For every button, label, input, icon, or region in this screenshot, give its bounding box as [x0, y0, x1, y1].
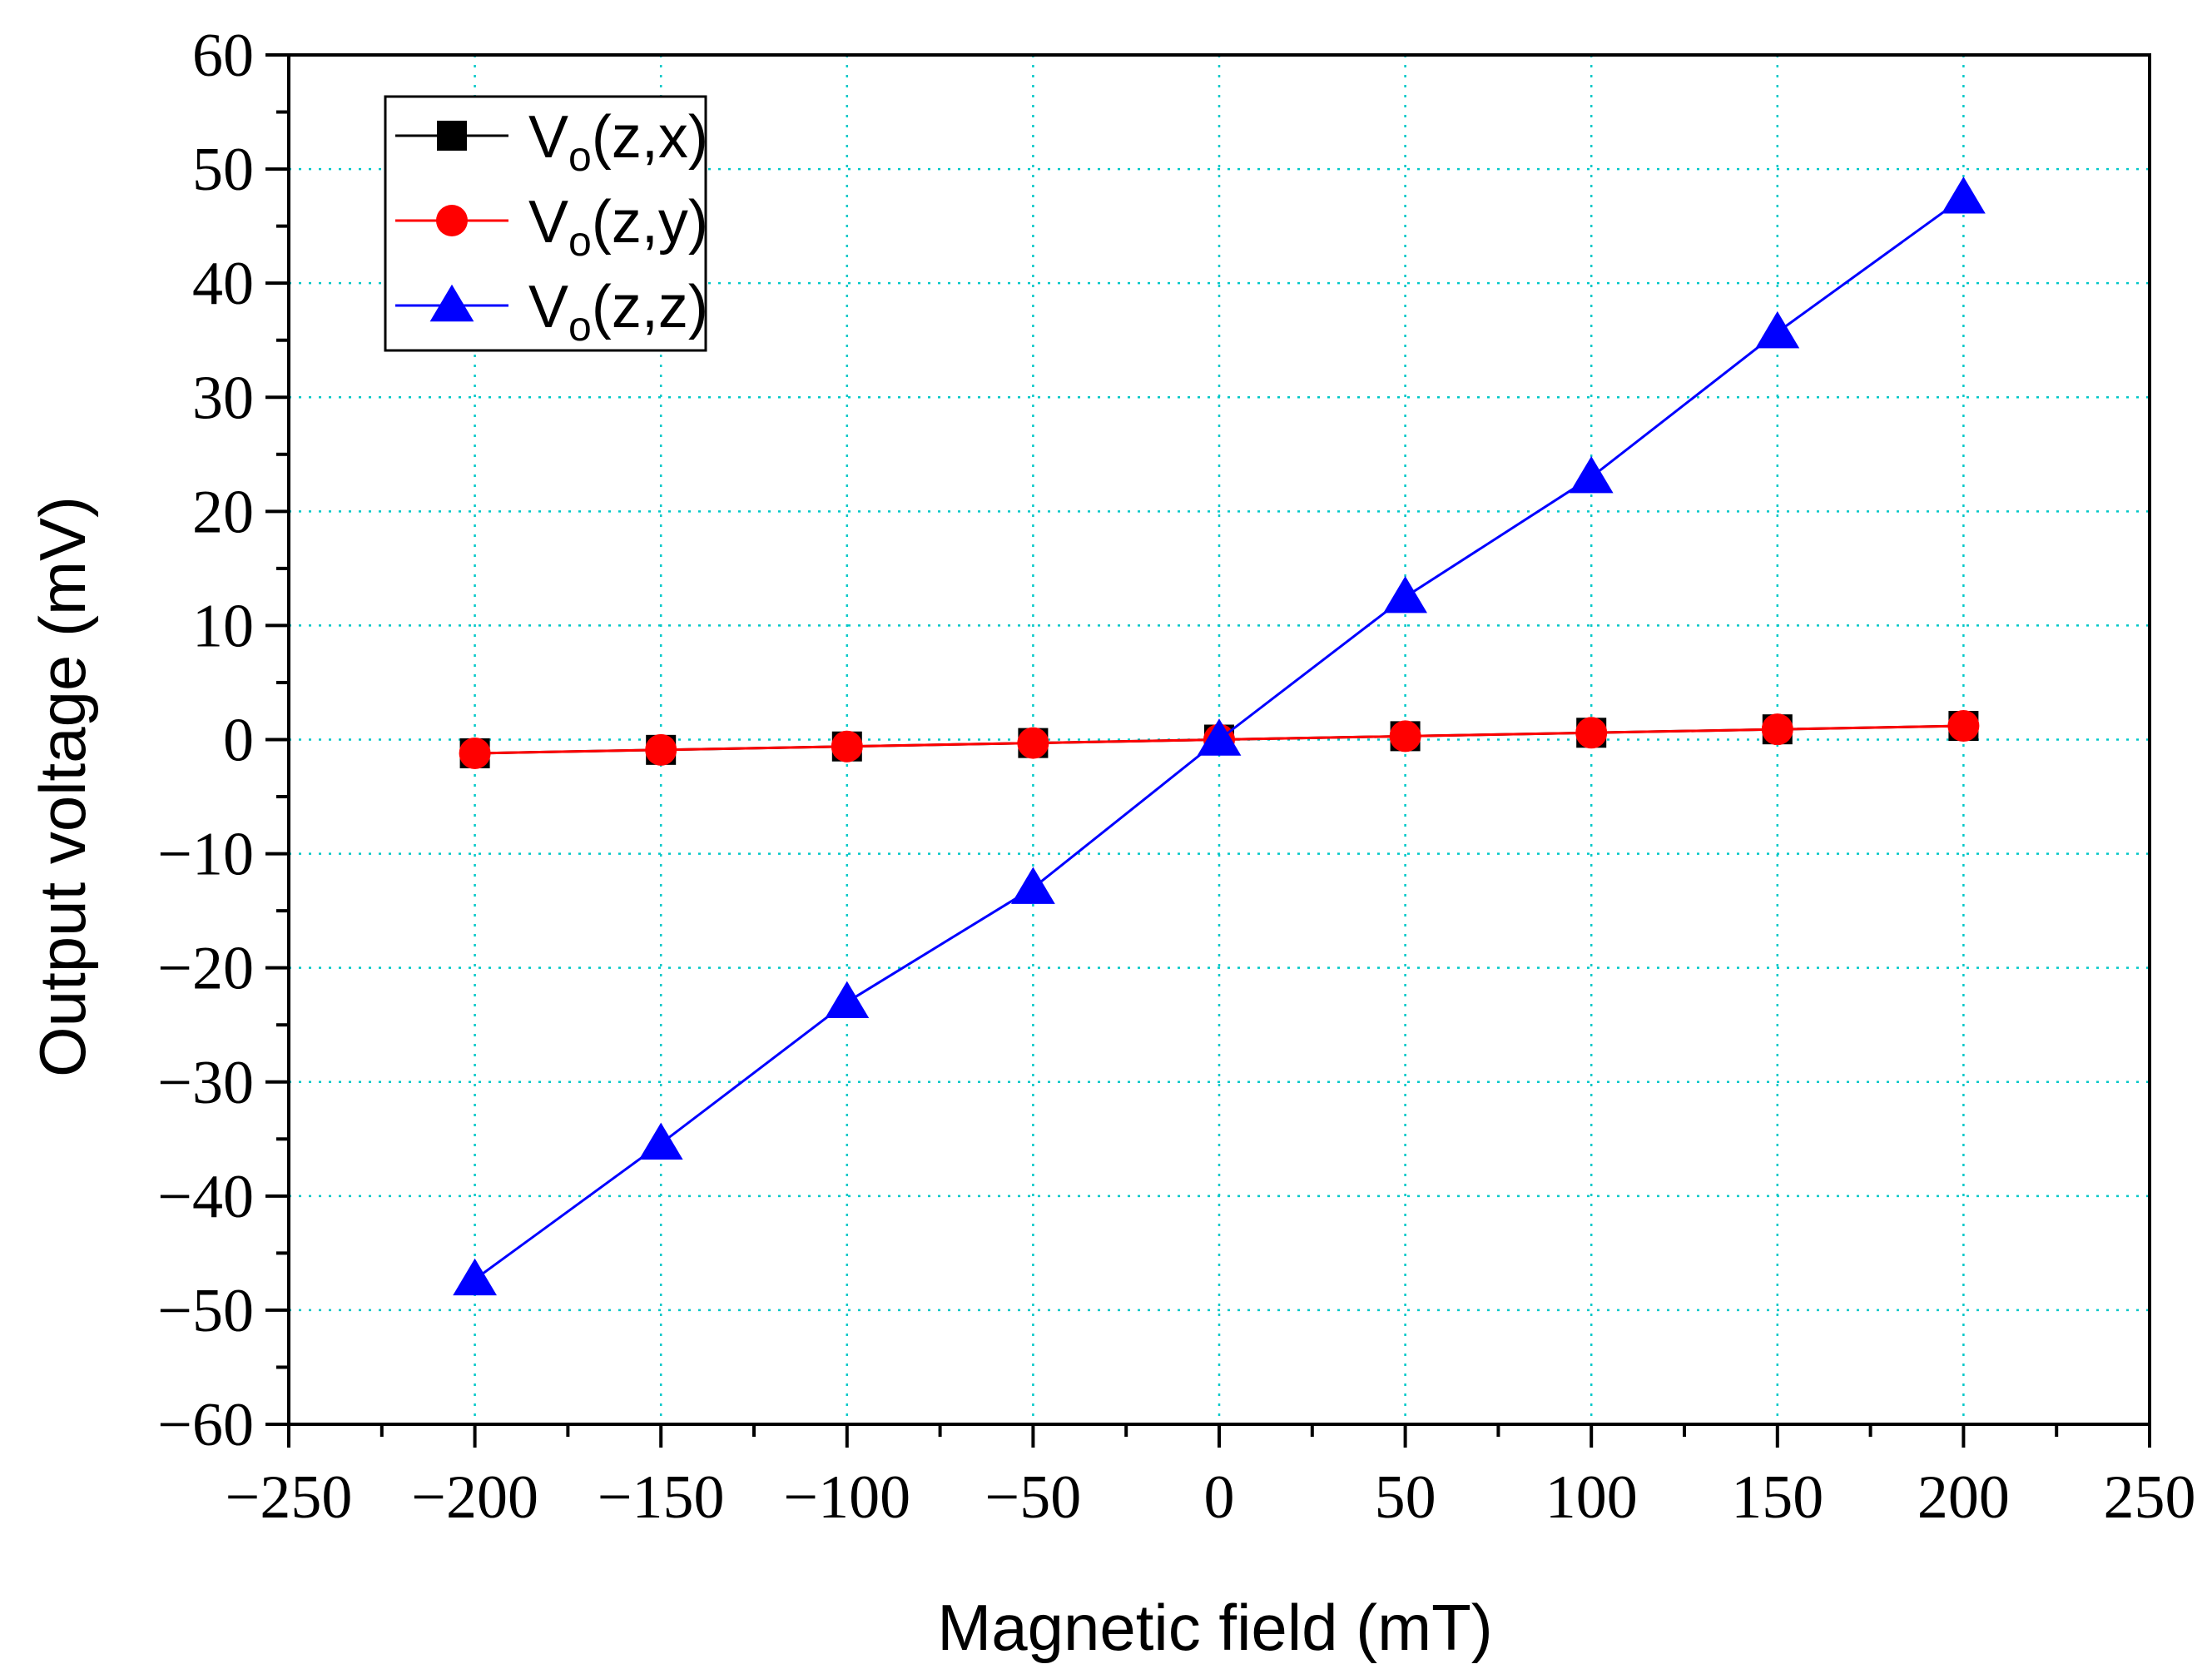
y-tick-label: 30 [192, 364, 254, 432]
y-tick-label: −50 [157, 1277, 254, 1345]
y-tick-label: −60 [157, 1391, 254, 1459]
legend: Vo(z,x) Vo(z,y) Vo(z,z) [384, 95, 708, 352]
axis-layer: −250 −200 −150 −100 −50 0 50 100 150 200 250605040… [157, 22, 2195, 1532]
legend-marker [436, 205, 468, 236]
x-tick-label: −250 [226, 1463, 353, 1532]
legend-item: Vo(z,x) [395, 104, 708, 180]
data-point [1017, 727, 1049, 759]
x-tick-label: 100 [1545, 1463, 1638, 1532]
data-point [1942, 176, 1986, 214]
y-tick-label: 20 [192, 478, 254, 546]
data-point [645, 733, 677, 766]
legend-item: Vo(z,y) [395, 189, 708, 265]
data-point [1761, 713, 1793, 746]
legend-item: Vo(z,z) [395, 274, 708, 350]
x-tick-label: −200 [411, 1463, 538, 1532]
y-tick-label: −20 [157, 935, 254, 1003]
y-tick-label: 40 [192, 250, 254, 318]
data-point [831, 730, 863, 763]
data-point [1383, 575, 1427, 613]
data-point [1569, 456, 1614, 494]
y-tick-label: −10 [157, 821, 254, 889]
data-point [638, 1122, 683, 1160]
data-point [453, 1258, 497, 1296]
legend-marker [437, 121, 467, 151]
legend-label: Vo(z,x) [528, 104, 708, 180]
y-tick-label: 0 [223, 707, 254, 775]
y-tick-label: −30 [157, 1049, 254, 1117]
data-point [1011, 867, 1055, 904]
x-tick-label: 150 [1731, 1463, 1823, 1532]
x-axis-label: Magnetic field (mT) [937, 1591, 1493, 1664]
legend-label: Vo(z,y) [528, 189, 708, 265]
data-point [1389, 720, 1421, 753]
series-triangle [453, 176, 1986, 1296]
data-point [459, 737, 491, 769]
x-tick-label: −150 [598, 1463, 725, 1532]
data-point [1755, 310, 1800, 349]
data-point [1947, 710, 1980, 743]
y-tick-label: 10 [192, 592, 254, 660]
y-tick-label: 50 [192, 136, 254, 204]
x-tick-label: −50 [985, 1463, 1082, 1532]
data-point [1197, 718, 1242, 756]
x-tick-label: 0 [1204, 1463, 1235, 1532]
legend-marker [429, 284, 474, 322]
x-tick-label: 200 [1917, 1463, 2010, 1532]
y-tick-label: −40 [157, 1163, 254, 1231]
y-tick-label: 60 [192, 22, 254, 90]
series-layer [453, 176, 1986, 1296]
data-point [825, 981, 870, 1018]
x-tick-label: −100 [783, 1463, 910, 1532]
data-point [1575, 717, 1608, 749]
y-axis-label: Output voltage (mV) [26, 496, 99, 1077]
legend-label: Vo(z,z) [528, 274, 708, 350]
x-tick-label: 250 [2104, 1463, 2196, 1532]
x-tick-label: 50 [1375, 1463, 1436, 1532]
